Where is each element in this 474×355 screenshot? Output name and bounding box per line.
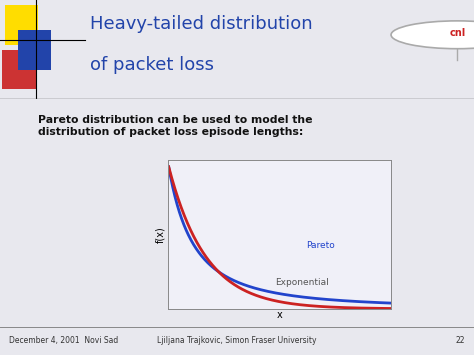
Bar xyxy=(18,30,51,70)
Y-axis label: f(x): f(x) xyxy=(155,226,165,243)
Circle shape xyxy=(391,21,474,49)
Text: Pareto: Pareto xyxy=(306,241,335,250)
X-axis label: x: x xyxy=(277,310,283,320)
Text: cnl: cnl xyxy=(449,28,465,38)
Text: 22: 22 xyxy=(455,336,465,345)
Text: of packet loss: of packet loss xyxy=(90,56,214,74)
Text: Ljiljana Trajkovic, Simon Fraser University: Ljiljana Trajkovic, Simon Fraser Univers… xyxy=(157,336,317,345)
Bar xyxy=(5,5,38,45)
Text: Pareto distribution can be used to model the
distribution of packet loss episode: Pareto distribution can be used to model… xyxy=(38,115,312,137)
Text: Exponential: Exponential xyxy=(275,278,329,287)
Bar xyxy=(2,50,36,89)
Text: December 4, 2001  Novi Sad: December 4, 2001 Novi Sad xyxy=(9,336,119,345)
Text: Heavy-tailed distribution: Heavy-tailed distribution xyxy=(90,15,313,33)
